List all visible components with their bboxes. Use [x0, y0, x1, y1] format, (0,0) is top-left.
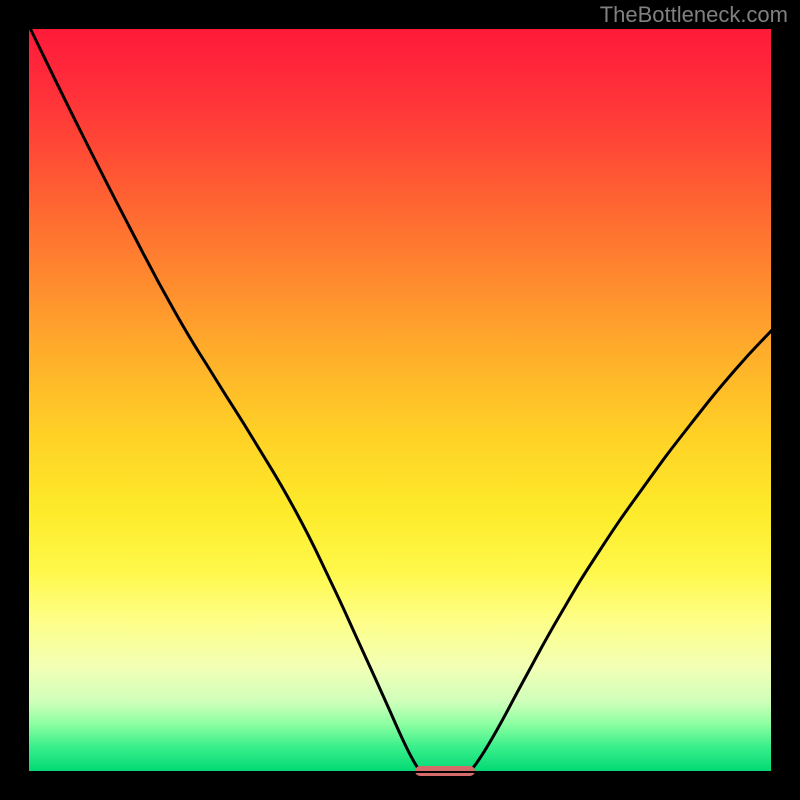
plot-background	[28, 28, 772, 772]
attribution-text: TheBottleneck.com	[600, 2, 788, 28]
bottleneck-chart	[0, 0, 800, 800]
